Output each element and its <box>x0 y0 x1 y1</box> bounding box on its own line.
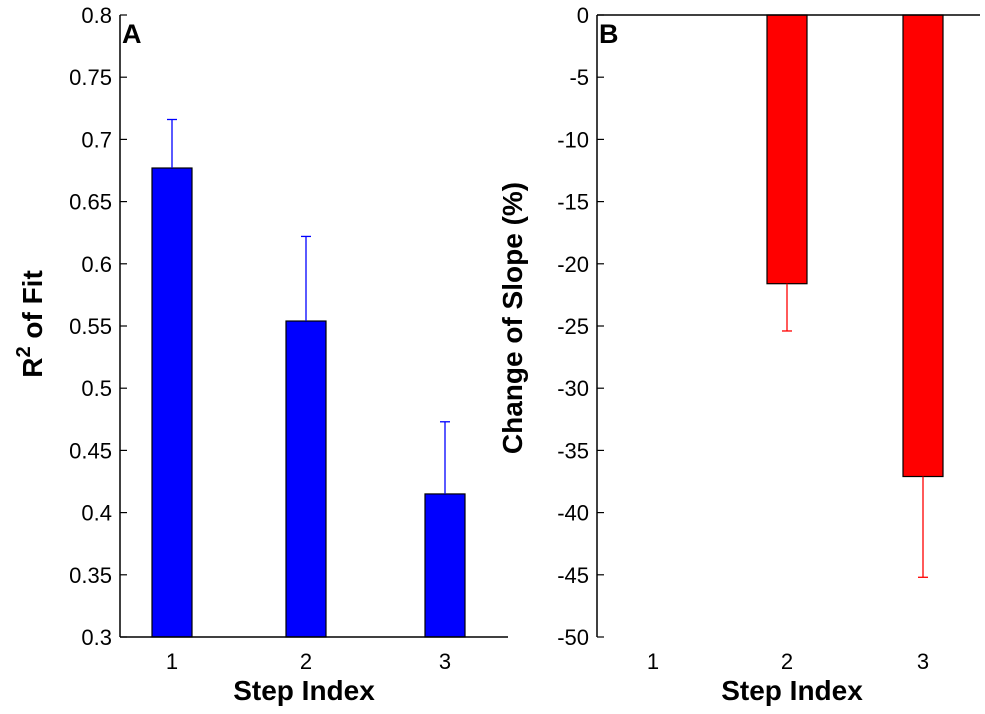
panel-a-y-axis-title-main: R <box>17 358 48 378</box>
panel-b-bar <box>766 14 808 285</box>
panel-a-x-tick-label: 1 <box>166 649 178 674</box>
panel-a-x-ticks: 1 2 3 <box>166 649 451 674</box>
panel-a-label: A <box>122 19 142 49</box>
panel-a-x-tick-label: 3 <box>439 649 451 674</box>
panel-b-y-tick-label: -35 <box>557 438 589 463</box>
panel-a-error-bars <box>167 118 450 494</box>
panel-b-y-tick-label: -10 <box>557 127 589 152</box>
panel-a-y-tick-label: 0.6 <box>81 252 112 277</box>
panel-a-x-tick-label: 2 <box>300 649 312 674</box>
panel-a-y-tick-label: 0.35 <box>69 563 112 588</box>
panel-a-y-tick-label: 0.45 <box>69 438 112 463</box>
panel-a-y-tick-label: 0.55 <box>69 314 112 339</box>
panel-b-x-ticks: 1 2 3 <box>647 649 929 674</box>
panel-a-x-axis-title: Step Index <box>233 675 375 706</box>
panel-a-bar <box>285 320 327 638</box>
panel-a-y-axis-title-sup: 2 <box>13 346 35 357</box>
panel-a-y-tick-label: 0.5 <box>81 376 112 401</box>
panel-b-y-tick-label: -50 <box>557 625 589 650</box>
panel-b-y-tick-label: 0 <box>577 3 589 28</box>
panel-a-y-ticks: 0.3 0.35 0.4 0.45 0.5 0.55 0.6 0.65 0.7 0.75 0.8 <box>69 3 127 650</box>
panel-a-bar <box>424 493 466 638</box>
panel-a-y-axis-title-rest: of Fit <box>17 270 48 346</box>
panel-b-y-axis-title: Change of Slope (%) <box>497 182 528 454</box>
panel-b-y-tick-label: -45 <box>557 563 589 588</box>
panel-b-x-axis-title: Step Index <box>721 675 863 706</box>
panel-b-y-tick-label: -20 <box>557 252 589 277</box>
panel-a-bar <box>151 167 193 638</box>
panel-a-y-tick-label: 0.4 <box>81 501 112 526</box>
panel-a-y-axis-title: R2 of Fit <box>13 270 48 378</box>
panel-b-x-tick-label: 1 <box>647 649 659 674</box>
panel-b-y-tick-label: -5 <box>569 65 589 90</box>
panel-a-y-tick-label: 0.3 <box>81 625 112 650</box>
panel-b-label: B <box>599 19 619 49</box>
panel-a-bars <box>151 167 466 638</box>
panel-b-y-tick-label: -30 <box>557 376 589 401</box>
panel-b-y-tick-label: -25 <box>557 314 589 339</box>
panel-a-y-tick-label: 0.65 <box>69 190 112 215</box>
panel-b-bar <box>902 14 944 478</box>
panel-b-y-tick-label: -40 <box>557 501 589 526</box>
panel-a-y-tick-label: 0.7 <box>81 127 112 152</box>
panel-b-error-bars <box>782 283 928 578</box>
panel-b-x-tick-label: 3 <box>917 649 929 674</box>
panel-b-bars <box>766 14 944 478</box>
panel-a-y-tick-label: 0.75 <box>69 65 112 90</box>
panel-b-x-tick-label: 2 <box>781 649 793 674</box>
panel-b-y-tick-label: -15 <box>557 190 589 215</box>
panel-b-y-ticks: -50-45-40-35-30-25-20-15-10-50 <box>557 3 604 650</box>
panel-a-y-tick-label: 0.8 <box>81 3 112 28</box>
panel-a: 0.3 0.35 0.4 0.45 0.5 0.55 0.6 0.65 0.7 0.75 0.8 1… <box>13 3 508 706</box>
